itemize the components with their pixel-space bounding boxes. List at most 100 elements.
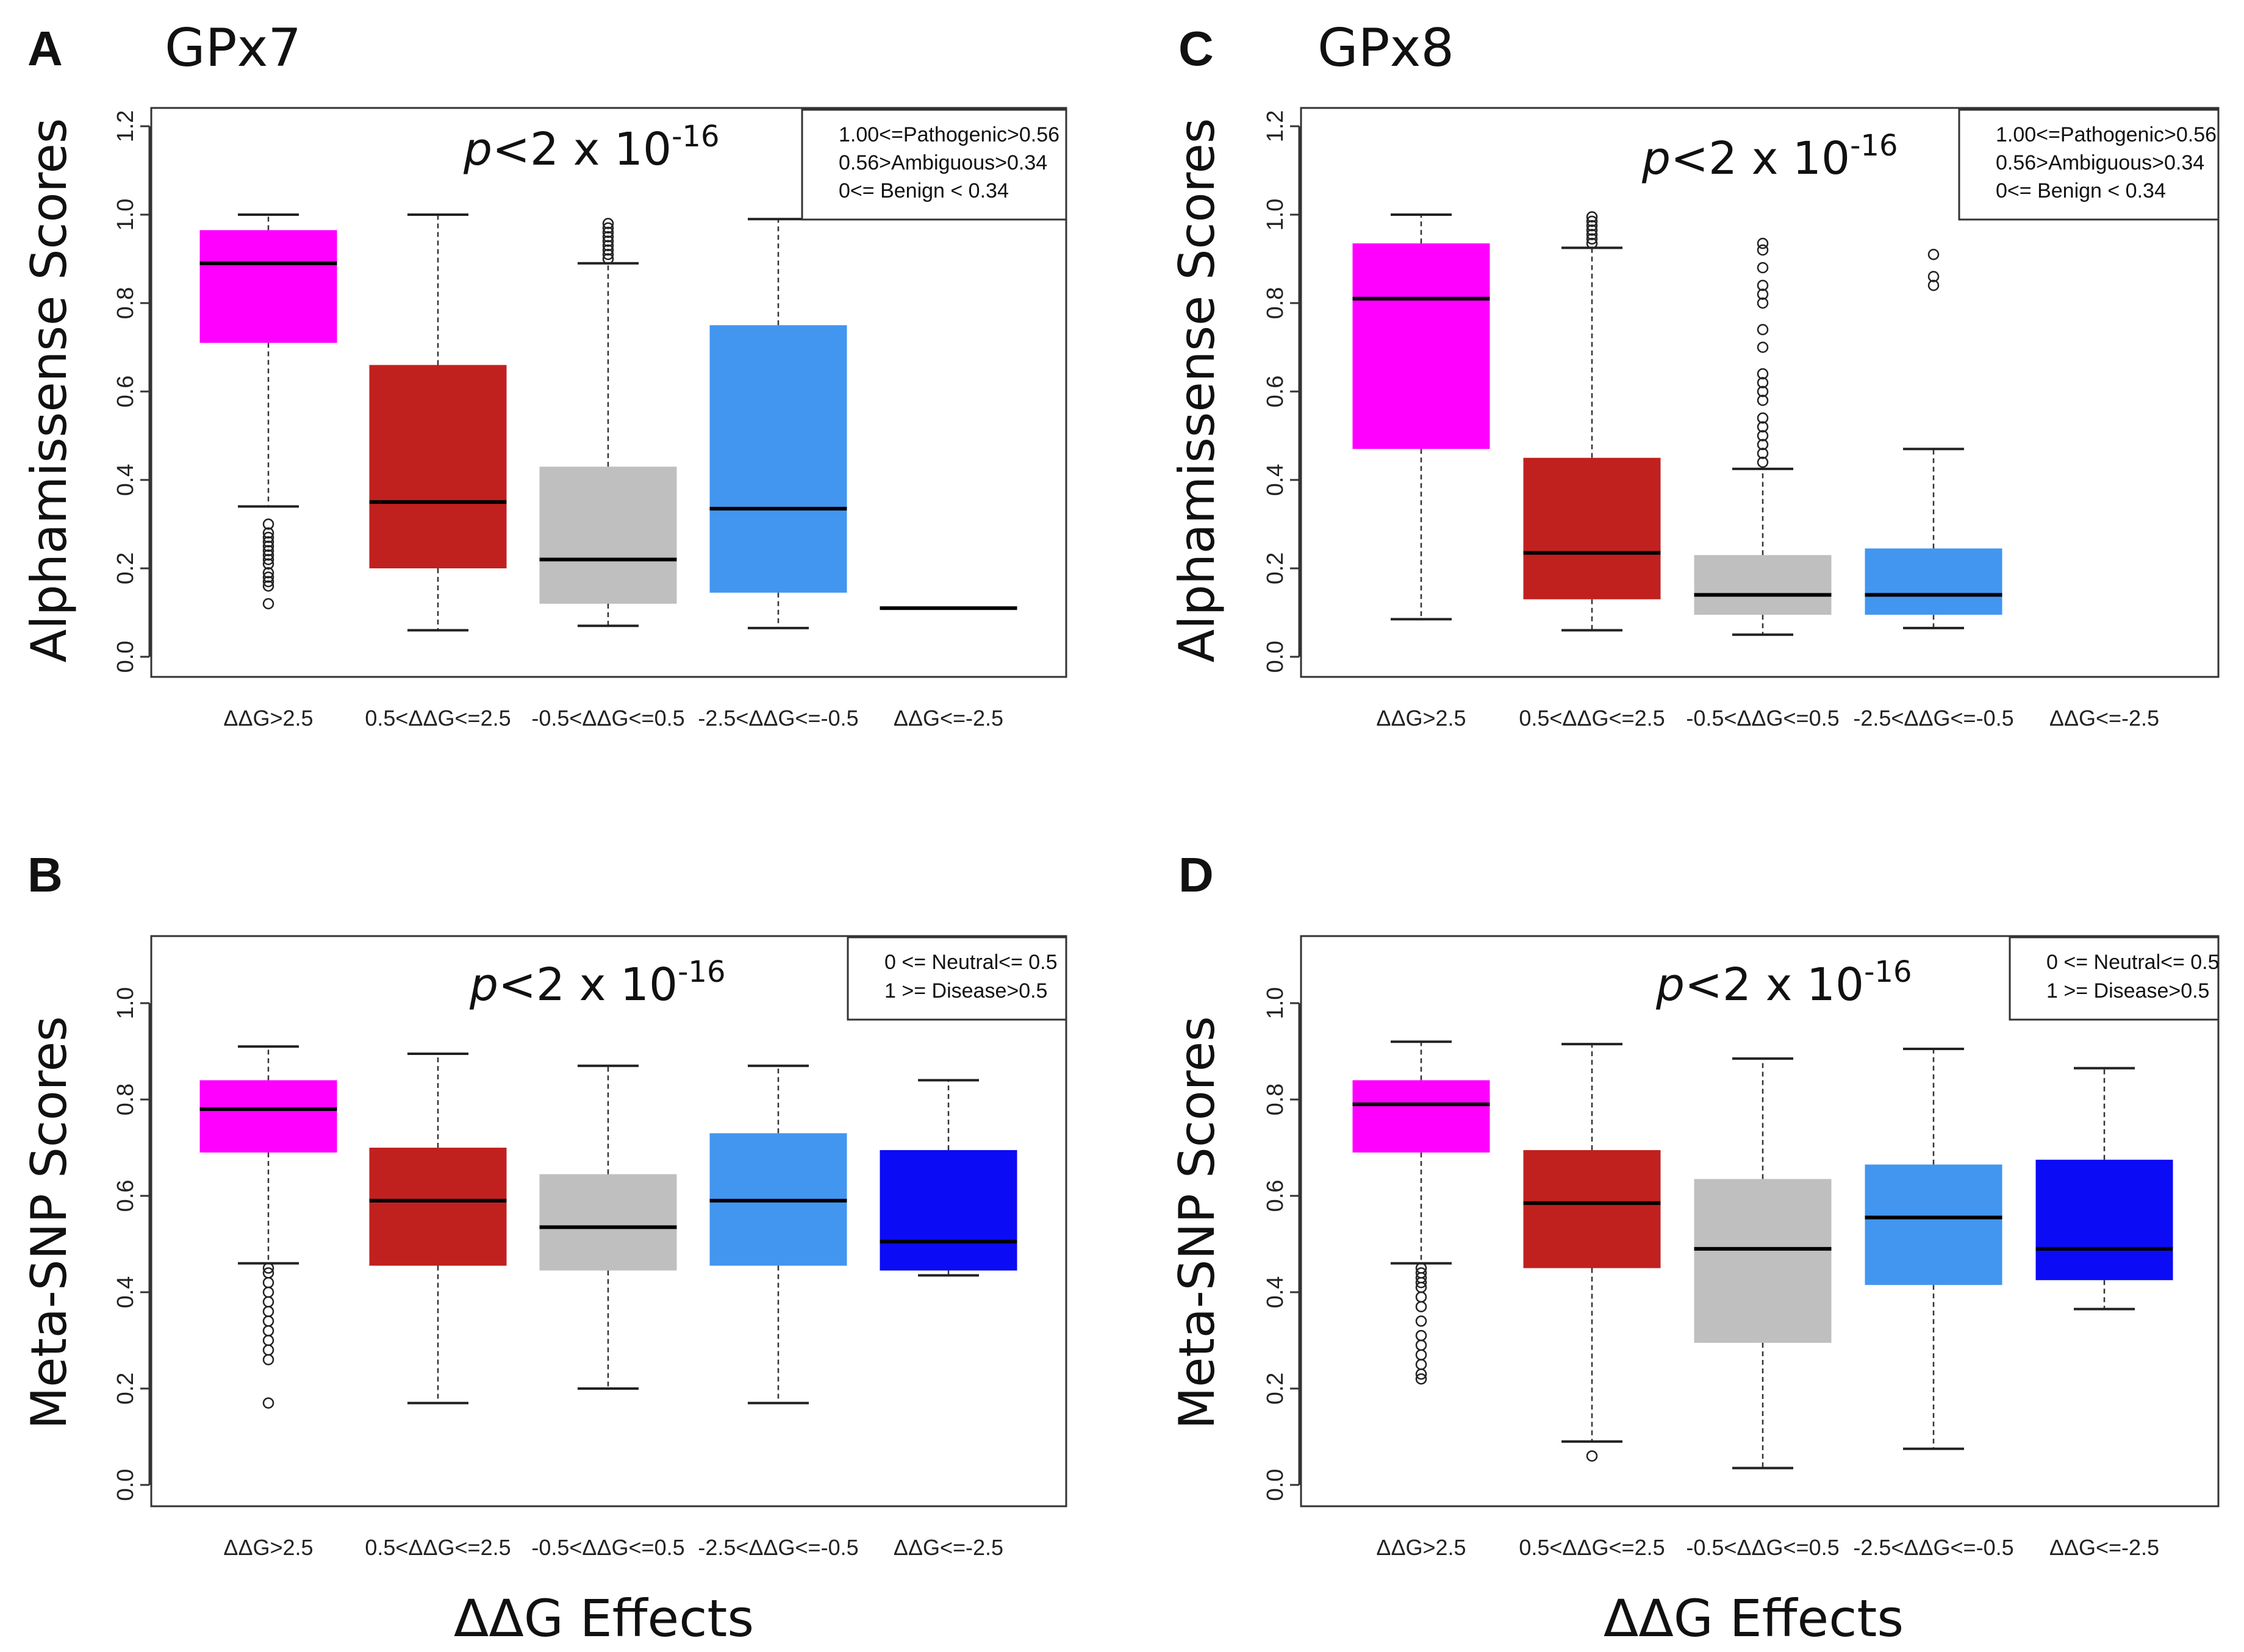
outlier-point: [1757, 456, 1769, 468]
panel-c-letter: C: [1178, 21, 1214, 76]
panel-d-box-1: [1352, 1040, 1490, 1385]
panel-b-p-value: p<2 x 10-16: [469, 955, 725, 1011]
panel-b-y-tick-label: 1.0: [113, 987, 138, 1020]
panel-a-y-tick-label: 0.2: [113, 552, 138, 585]
iqr-box: [880, 1150, 1017, 1271]
outlier-point: [262, 1397, 274, 1409]
iqr-box: [1352, 243, 1490, 449]
outlier-point: [262, 549, 274, 561]
panel-a-legend-entry: 0.56>Ambiguous>0.34: [839, 151, 1047, 174]
outlier-point: [602, 231, 614, 243]
outlier-point: [262, 540, 274, 552]
outlier-point: [262, 536, 274, 548]
panel-b: B Meta-SNP Scores ΔΔG Effects 0.0 0.2 0.4 0…: [21, 848, 1067, 1648]
outlier-point: [1586, 211, 1598, 223]
panel-b-x-category-label: ΔΔG>2.5: [223, 1535, 313, 1560]
outlier-point: [1586, 229, 1598, 240]
panel-b-x-axis-title: ΔΔG Effects: [454, 1589, 754, 1648]
panel-c-legend-box: [1958, 109, 2220, 221]
panel-d-y-tick-label: 0.4: [1263, 1276, 1288, 1309]
panel-d-y-tick-label: 1.0: [1263, 987, 1288, 1020]
panel-b-y-tick-label: 0.0: [113, 1469, 138, 1501]
panel-c-legend-entry: 0<= Benign < 0.34: [1996, 179, 2166, 202]
panel-a-plot-frame: [150, 107, 1067, 678]
iqr-box: [199, 230, 337, 343]
panel-c-box-3: [1694, 237, 1832, 636]
panel-a-y-axis-label: Alphamissense Scores: [21, 118, 77, 663]
outlier-point: [602, 218, 614, 229]
outlier-point: [262, 532, 274, 543]
outlier-point: [1757, 341, 1769, 353]
outlier-point: [1757, 448, 1769, 459]
outlier-point: [1586, 224, 1598, 236]
outlier-point: [1757, 438, 1769, 451]
panel-b-box-2: [369, 1052, 507, 1404]
panel-b-y-tick-label: 0.6: [113, 1180, 138, 1212]
panel-b-x-category-label: -0.5<ΔΔG<=0.5: [531, 1535, 684, 1560]
panel-b-box-4: [709, 1064, 847, 1404]
panel-a-x-category-label: -0.5<ΔΔG<=0.5: [531, 706, 684, 731]
iqr-box: [1694, 1179, 1832, 1343]
panel-a-letter: A: [27, 21, 63, 76]
panel-a-box-1: [199, 213, 337, 610]
outlier-point: [1757, 385, 1769, 398]
panel-a-legend-entry: 1.00<=Pathogenic>0.56: [839, 123, 1059, 146]
panel-b-box-1: [199, 1045, 337, 1409]
outlier-point: [602, 253, 614, 265]
panel-d-letter: D: [1178, 848, 1214, 902]
panel-c-y-tick-label: 1.0: [1263, 199, 1288, 231]
outlier-point: [1757, 288, 1769, 300]
iqr-box: [369, 1148, 507, 1266]
outlier-point: [1757, 262, 1769, 274]
panel-d: D Meta-SNP Scores ΔΔG Effects 0.0 0.2 0.4 0…: [1169, 848, 2220, 1648]
panel-b-box-3: [539, 1064, 677, 1390]
outlier-point: [602, 222, 614, 234]
panel-d-y-tick-label: 0.8: [1263, 1084, 1288, 1116]
panel-b-plot-frame: [150, 935, 1067, 1507]
panel-b-legend-entry: 1 >= Disease>0.5: [884, 979, 1047, 1003]
outlier-point: [1757, 279, 1769, 291]
panel-b-x-category-label: 0.5<ΔΔG<=2.5: [365, 1535, 511, 1560]
panel-a-p-value: p<2 x 10-16: [463, 120, 719, 176]
panel-d-box-4: [1865, 1048, 2002, 1450]
panel-a-y-tick-label: 0.0: [113, 641, 138, 673]
panel-a-title: GPx7: [165, 18, 301, 79]
panel-c-x-category-label: ΔΔG>2.5: [1376, 706, 1466, 731]
outlier-point: [262, 580, 274, 592]
outlier-point: [1757, 324, 1769, 335]
panel-d-box-5: [2035, 1067, 2173, 1311]
iqr-box: [709, 325, 847, 593]
outlier-point: [1415, 1315, 1427, 1327]
outlier-point: [1586, 215, 1598, 227]
panel-d-x-category-label: -0.5<ΔΔG<=0.5: [1686, 1535, 1839, 1560]
outlier-point: [262, 598, 274, 610]
outlier-point: [262, 1262, 274, 1274]
outlier-point: [1927, 249, 1940, 260]
panel-d-x-category-label: ΔΔG<=-2.5: [2049, 1535, 2159, 1560]
outlier-point: [262, 545, 274, 557]
panel-b-y-tick-label: 0.4: [113, 1276, 138, 1309]
panel-b-legend-entry: 0 <= Neutral<= 0.5: [884, 951, 1058, 974]
outlier-point: [1415, 1329, 1427, 1342]
panel-d-legend-box: [2009, 936, 2220, 1021]
outlier-point: [1927, 271, 1940, 282]
panel-a-box-4: [709, 218, 847, 629]
iqr-box: [1865, 548, 2002, 615]
panel-c-y-tick-label: 1.2: [1263, 110, 1288, 143]
outlier-point: [1586, 1450, 1598, 1462]
panel-c: C GPx8 Alphamissense Scores 0.0 0.2 0.4 0.6…: [1169, 18, 2220, 731]
panel-a-x-category-label: -2.5<ΔΔG<=-0.5: [698, 706, 858, 731]
outlier-point: [1415, 1373, 1427, 1385]
outlier-point: [602, 235, 614, 247]
panel-d-p-value: p<2 x 10-16: [1655, 955, 1912, 1011]
panel-d-x-category-label: -2.5<ΔΔG<=-0.5: [1853, 1535, 2013, 1560]
panel-c-y-tick-label: 0.4: [1263, 464, 1288, 496]
outlier-point: [262, 527, 274, 539]
iqr-box: [369, 365, 507, 568]
panel-a-y-tick-label: 1.0: [113, 199, 138, 231]
outlier-point: [1757, 377, 1769, 388]
panel-a-y-tick-label: 0.4: [113, 464, 138, 496]
outlier-point: [1757, 395, 1769, 406]
outlier-point: [1415, 1262, 1427, 1274]
outlier-point: [1586, 233, 1598, 245]
